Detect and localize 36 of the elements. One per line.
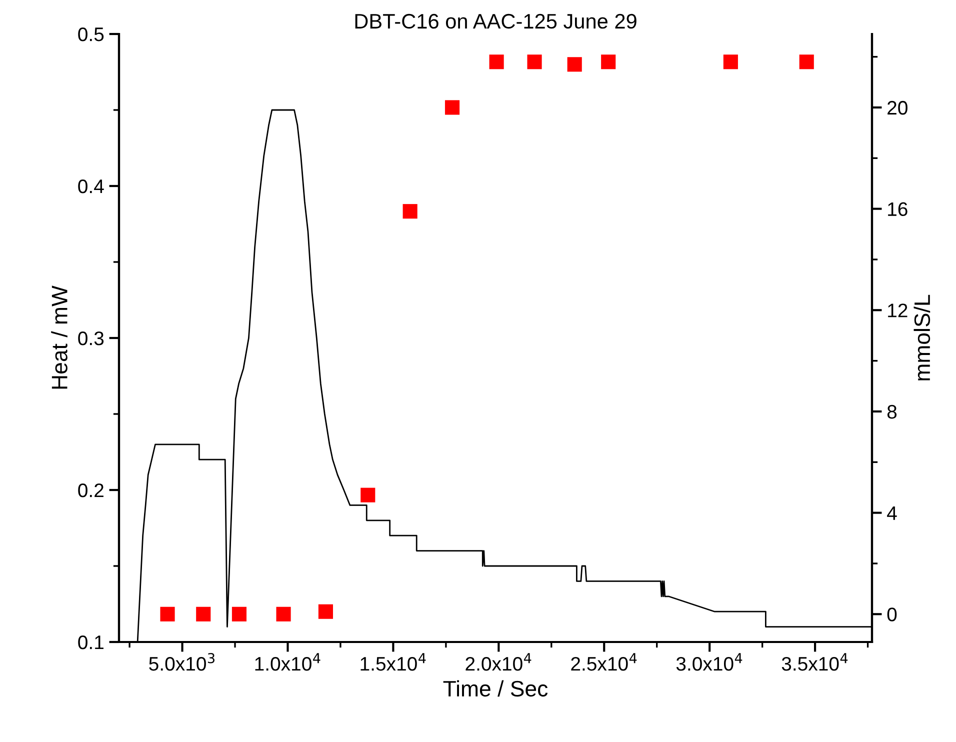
point bbox=[402, 204, 418, 219]
point bbox=[799, 54, 814, 70]
point bbox=[360, 488, 376, 502]
y-tick-label: 0.3 bbox=[78, 331, 104, 346]
y-axis-title: Heat / mW bbox=[51, 286, 68, 389]
y-tick-label: 0.5 bbox=[78, 27, 104, 42]
point bbox=[527, 54, 542, 70]
y-tick-label: 0.4 bbox=[78, 179, 104, 194]
point bbox=[444, 100, 460, 115]
x-tick-label: 1.0x10$^{4}$ bbox=[255, 653, 320, 671]
y2-tick-label: 4 bbox=[887, 506, 897, 520]
x-tick-label: 3.5x10$^{4}$ bbox=[782, 653, 848, 671]
y2-tick-label: 12 bbox=[888, 304, 908, 318]
x-tick-label: 3.0x10$^{4}$ bbox=[676, 653, 742, 671]
y-tick-label: 0.2 bbox=[78, 483, 104, 498]
point bbox=[318, 604, 333, 619]
y2-axis-title: mmolS/L bbox=[914, 294, 930, 380]
x-tick-label: 5.0x10$^{3}$ bbox=[149, 652, 214, 671]
x-tick-label: 2.5x10$^{4}$ bbox=[571, 653, 637, 671]
point bbox=[601, 54, 616, 70]
chart-title: DBT-C16 on AAC-125 June 29 bbox=[355, 14, 636, 29]
point bbox=[196, 606, 211, 622]
point bbox=[232, 606, 247, 622]
point bbox=[276, 606, 291, 622]
y2-tick-label: 0 bbox=[887, 608, 897, 622]
y2-tick-label: 16 bbox=[888, 202, 908, 216]
point bbox=[567, 57, 582, 72]
y2-tick-label: 20 bbox=[888, 100, 908, 115]
y-tick-label: 0.1 bbox=[78, 635, 104, 650]
point bbox=[160, 606, 175, 622]
point bbox=[489, 54, 504, 70]
y2-tick-label: 8 bbox=[887, 404, 897, 419]
point bbox=[723, 54, 738, 70]
x-axis-title: Time / Sec bbox=[443, 680, 548, 697]
x-tick-label: 2.0x10$^{4}$ bbox=[466, 653, 532, 671]
x-tick-label: 1.5x10$^{4}$ bbox=[360, 653, 426, 671]
